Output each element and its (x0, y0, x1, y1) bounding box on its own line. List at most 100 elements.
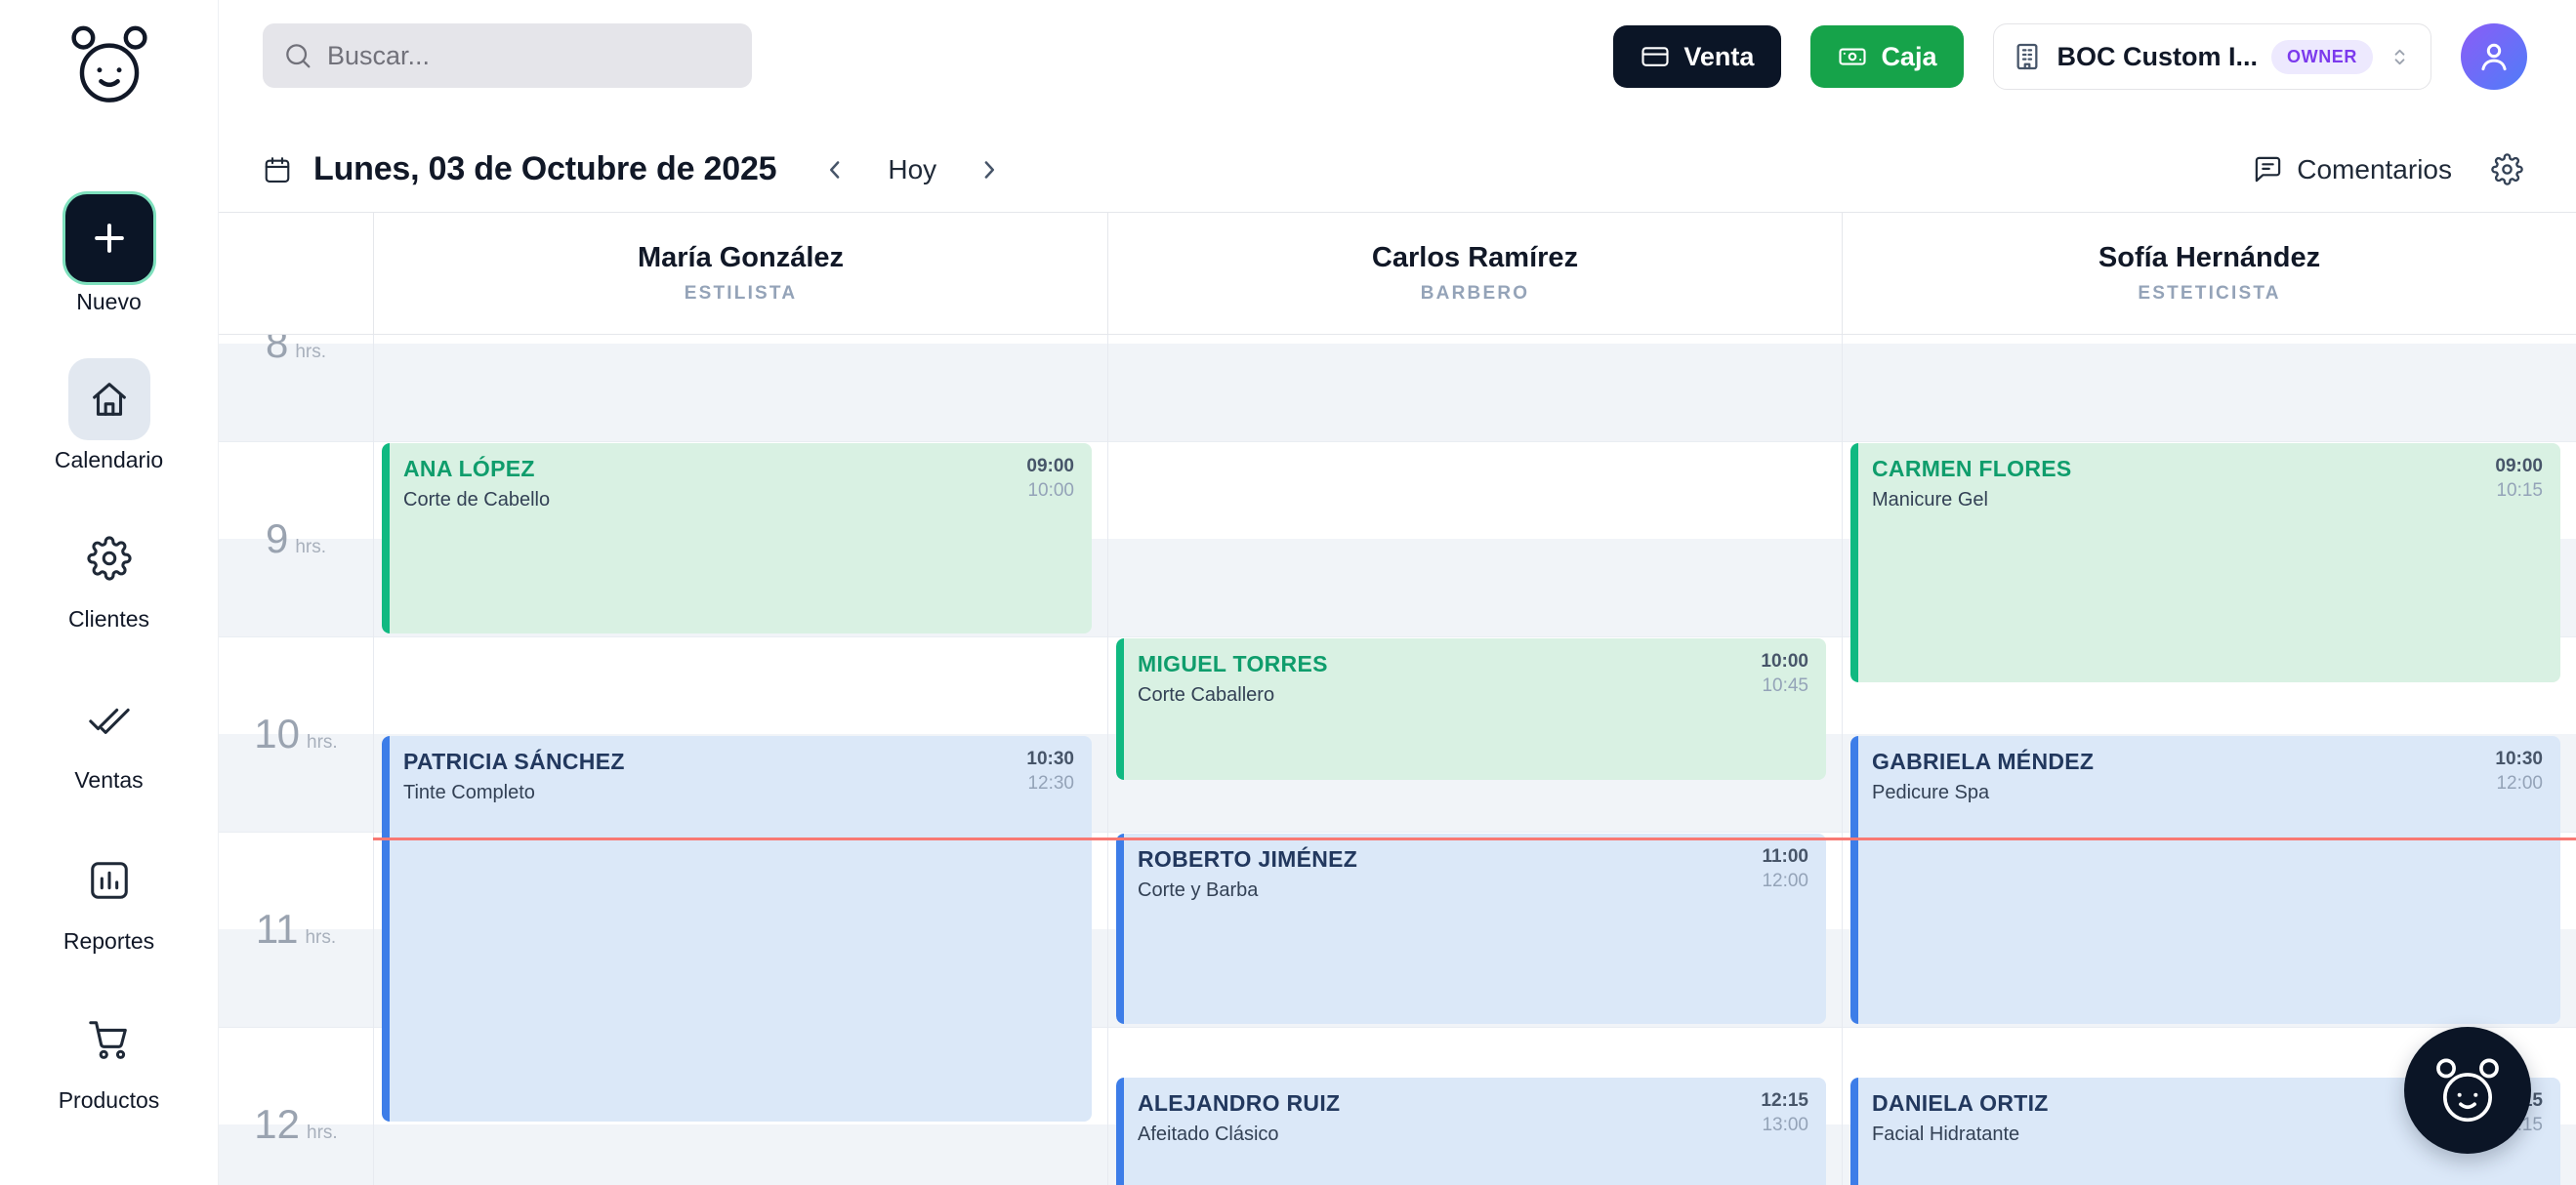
day-column[interactable]: ANA LÓPEZ Corte de Cabello 09:00 10:00 PATRI… (373, 335, 1107, 1185)
bar-chart-icon (90, 862, 128, 899)
event-client: ANA LÓPEZ (403, 456, 535, 481)
hour-label: 12 hrs. (254, 1101, 338, 1147)
sidebar-item-clientes[interactable]: Clientes (0, 517, 218, 633)
day-column[interactable]: MIGUEL TORRES Corte Caballero 10:00 10:45 RO… (1107, 335, 1842, 1185)
event-status-bar (382, 443, 390, 633)
event-end-time: 12:00 (2496, 772, 2543, 794)
calendar-icon (263, 155, 292, 184)
event-client: PATRICIA SÁNCHEZ (403, 749, 625, 774)
event-end-time: 10:45 (1762, 674, 1808, 696)
event-card[interactable]: ANA LÓPEZ Corte de Cabello 09:00 10:00 (382, 443, 1092, 633)
event-start-time: 10:00 (1761, 651, 1808, 672)
sidebar-item-label: Reportes (62, 928, 155, 954)
venta-label: Venta (1683, 41, 1755, 71)
event-service: Corte de Cabello (403, 489, 551, 511)
sidebar-item-more[interactable] (0, 1167, 218, 1185)
comments-label: Comentarios (2297, 153, 2452, 184)
day-column[interactable]: CARMEN FLORES Manicure Gel 09:00 10:15 GABRI… (1842, 335, 2576, 1185)
chat-icon (2256, 156, 2281, 183)
settings-button[interactable] (2491, 153, 2523, 185)
event-card[interactable]: ALEJANDRO RUIZ Afeitado Clásico 12:15 13:00 (1116, 1078, 1826, 1185)
sidebar-item-calendario[interactable]: Calendario (0, 358, 218, 473)
sidebar-item-productos[interactable]: Productos (0, 999, 218, 1114)
staff-name: Carlos Ramírez (1371, 242, 1579, 273)
prev-day-button[interactable] (813, 148, 856, 191)
event-client: ROBERTO JIMÉNEZ (1138, 846, 1358, 872)
staff-name: María González (637, 242, 845, 273)
event-card[interactable]: ROBERTO JIMÉNEZ Corte y Barba 11:00 12:00 (1116, 834, 1826, 1024)
user-avatar[interactable] (2461, 23, 2527, 90)
event-card[interactable]: MIGUEL TORRES Corte Caballero 10:00 10:45 (1116, 638, 1826, 780)
event-start-time: 10:30 (2495, 749, 2543, 769)
app-logo (64, 20, 154, 114)
building-icon (2017, 43, 2038, 70)
double-check-icon (88, 708, 130, 734)
next-day-button[interactable] (968, 148, 1011, 191)
event-service: Afeitado Clásico (1138, 1124, 1279, 1145)
event-end-time: 10:15 (2496, 479, 2543, 501)
event-status-bar (1850, 736, 1858, 1024)
calendar-header-row: María González ESTILISTA Carlos Ramírez BAR… (219, 213, 2576, 335)
org-selector[interactable]: BOC Custom I... OWNER (1993, 23, 2431, 90)
event-status-bar (1116, 1078, 1124, 1185)
chev-left-icon (830, 160, 840, 179)
calendar-grid: María González ESTILISTA Carlos Ramírez BAR… (219, 212, 2576, 1185)
hour-label: 11 hrs. (255, 906, 337, 952)
building-icon (2012, 41, 2043, 72)
sort-icon (2394, 49, 2405, 64)
event-start-time: 11:00 (1762, 846, 1808, 867)
chev-right-icon (984, 160, 995, 179)
sidebar-item-nuevo[interactable]: Nuevo (0, 194, 218, 315)
calendar-icon (265, 156, 290, 183)
cash-icon (1839, 48, 1866, 65)
org-name: BOC Custom I... (2057, 41, 2258, 71)
home-icon (92, 383, 126, 416)
search-box[interactable] (263, 23, 752, 88)
main-area: Venta Caja BOC Custom I... OWNER Lunes, … (219, 0, 2576, 1185)
chevron-right-icon (975, 155, 1004, 184)
topbar-actions: Venta Caja BOC Custom I... OWNER (1613, 23, 2527, 90)
search-icon (282, 40, 313, 71)
column-header: María González ESTILISTA (373, 213, 1107, 334)
event-card[interactable]: GABRIELA MÉNDEZ Pedicure Spa 10:30 12:00 (1850, 736, 2560, 1024)
chevron-left-icon (820, 155, 850, 184)
plus-icon (94, 224, 124, 253)
event-client: DANIELA ORTIZ (1872, 1090, 2049, 1116)
hour-label: 10 hrs. (254, 711, 338, 756)
user-icon (2475, 38, 2513, 75)
today-button[interactable]: Hoy (878, 154, 946, 185)
staff-name: Sofía Hernández (2098, 242, 2321, 273)
event-end-time: 12:00 (1762, 870, 1808, 891)
event-service: Tinte Completo (403, 782, 535, 803)
sidebar: Nuevo Calendario Clientes Ventas Reportes Pro… (0, 0, 219, 1185)
event-status-bar (382, 736, 390, 1122)
calendar-scroll-area[interactable]: 8 hrs. 9 hrs. 10 hrs. 11 hrs. 12 hrs. ANA LÓPEZ Co… (219, 335, 2576, 1185)
search-input[interactable] (327, 40, 732, 71)
event-client: GABRIELA MÉNDEZ (1872, 749, 2095, 774)
event-card[interactable]: PATRICIA SÁNCHEZ Tinte Completo 10:30 12:30 (382, 736, 1092, 1122)
gear-icon (2491, 153, 2523, 185)
staff-role: ESTETICISTA (2138, 283, 2281, 304)
current-time-indicator (373, 838, 2576, 840)
event-start-time: 12:15 (1761, 1090, 1808, 1111)
user-icon (2481, 43, 2507, 71)
assistant-fab[interactable] (2404, 1027, 2531, 1154)
sidebar-item-ventas[interactable]: Ventas (0, 678, 218, 794)
hour-label: 8 hrs. (265, 335, 327, 366)
comments-button[interactable]: Comentarios (2253, 154, 2452, 185)
event-client: CARMEN FLORES (1872, 456, 2072, 481)
event-start-time: 09:00 (2495, 456, 2543, 476)
venta-button[interactable]: Venta (1613, 25, 1782, 88)
event-card[interactable]: CARMEN FLORES Manicure Gel 09:00 10:15 (1850, 443, 2560, 682)
event-client: ALEJANDRO RUIZ (1138, 1090, 1341, 1116)
search-icon (286, 44, 311, 68)
caja-button[interactable]: Caja (1810, 25, 1965, 88)
time-gutter: 8 hrs. 9 hrs. 10 hrs. 11 hrs. 12 hrs. (219, 335, 373, 1185)
event-service: Corte y Barba (1138, 879, 1259, 901)
date-title: Lunes, 03 de Octubre de 2025 (313, 150, 777, 187)
event-start-time: 09:00 (1026, 456, 1074, 476)
sidebar-item-reportes[interactable]: Reportes (0, 839, 218, 955)
credit-card-icon (1641, 42, 1670, 71)
staff-role: ESTILISTA (684, 283, 798, 304)
staff-role: BARBERO (1420, 283, 1530, 304)
